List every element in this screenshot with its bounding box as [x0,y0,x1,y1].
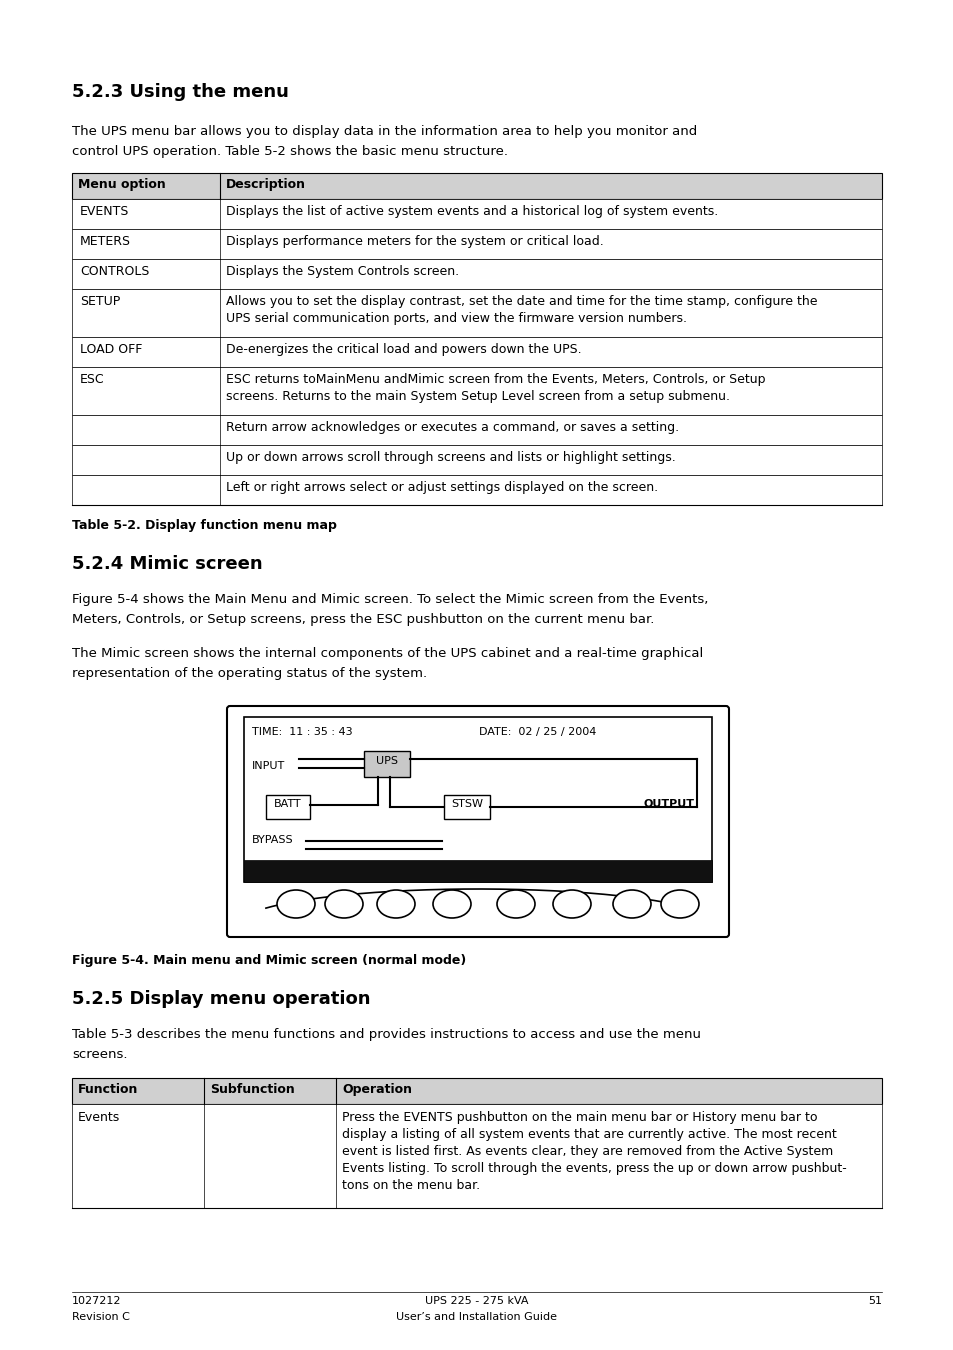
Text: Displays performance meters for the system or critical load.: Displays performance meters for the syst… [226,235,603,248]
Bar [71,289,882,338]
Text: control UPS operation. Table 5-2 shows the basic menu structure.: control UPS operation. Table 5-2 shows t… [71,144,507,158]
Text: Menu option: Menu option [78,178,166,190]
Ellipse shape [433,890,471,918]
Text: BYPASS: BYPASS [252,836,294,845]
Text: SETUP: SETUP [80,296,120,308]
Text: Description: Description [226,178,306,190]
Text: Meters, Controls, or Setup screens, press the ESC pushbutton on the current menu: Meters, Controls, or Setup screens, pres… [71,613,654,626]
Text: LOAD OFF: LOAD OFF [80,343,142,356]
Text: METERS: METERS [80,235,131,248]
Text: tons on the menu bar.: tons on the menu bar. [341,1179,479,1192]
Text: LOAD OFF: LOAD OFF [578,865,630,876]
FancyBboxPatch shape [227,706,728,937]
Text: SETUP: SETUP [501,865,535,876]
Text: OUTPUT: OUTPUT [643,799,695,809]
Text: Press the EVENTS pushbutton on the main menu bar or History menu bar to: Press the EVENTS pushbutton on the main … [341,1111,817,1125]
Bar [71,367,882,414]
Text: Operation: Operation [341,1083,412,1096]
Text: Allows you to set the display contrast, set the date and time for the time stamp: Allows you to set the display contrast, … [226,296,817,308]
Text: Events listing. To scroll through the events, press the up or down arrow pushbut: Events listing. To scroll through the ev… [341,1162,846,1174]
Text: The UPS menu bar allows you to display data in the information area to help you : The UPS menu bar allows you to display d… [71,126,697,138]
Bar [71,338,882,367]
Ellipse shape [660,890,699,918]
Bar [266,795,310,819]
Text: TIME:  11 : 35 : 43: TIME: 11 : 35 : 43 [252,728,353,737]
Text: 1027212: 1027212 [71,1296,121,1305]
Text: DATE:  02 / 25 / 2004: DATE: 02 / 25 / 2004 [478,728,596,737]
Bar [244,860,711,882]
Bar [71,446,882,475]
Text: 5.2.5 Display menu operation: 5.2.5 Display menu operation [71,990,370,1008]
Text: 5.2.3 Using the menu: 5.2.3 Using the menu [71,82,289,101]
Text: screens. Returns to the main System Setup Level screen from a setup submenu.: screens. Returns to the main System Setu… [226,390,729,404]
Text: event is listed first. As events clear, they are removed from the Active System: event is listed first. As events clear, … [341,1145,832,1158]
Bar [364,751,410,778]
Bar [71,414,882,446]
Text: The Mimic screen shows the internal components of the UPS cabinet and a real-tim: The Mimic screen shows the internal comp… [71,647,702,660]
Text: CONTROLS: CONTROLS [409,865,466,876]
Text: Displays the System Controls screen.: Displays the System Controls screen. [226,265,458,278]
Text: Figure 5-4 shows the Main Menu and Mimic screen. To select the Mimic screen from: Figure 5-4 shows the Main Menu and Mimic… [71,593,708,606]
Text: UPS: UPS [375,756,397,765]
Bar [71,1079,882,1104]
Text: CONTROLS: CONTROLS [80,265,150,278]
Text: BATT: BATT [274,799,301,809]
Text: ESC returns toMainMenu andMimic screen from the Events, Meters, Controls, or Set: ESC returns toMainMenu andMimic screen f… [226,373,764,386]
Ellipse shape [613,890,650,918]
Bar [71,230,882,259]
Text: Return arrow acknowledges or executes a command, or saves a setting.: Return arrow acknowledges or executes a … [226,421,679,433]
Text: UPS 225 - 275 kVA: UPS 225 - 275 kVA [425,1296,528,1305]
Text: Events: Events [78,1111,120,1125]
Text: display a listing of all system events that are currently active. The most recen: display a listing of all system events t… [341,1129,836,1141]
Bar [71,1104,882,1208]
Text: Subfunction: Subfunction [210,1083,294,1096]
Bar [71,173,882,198]
Text: Function: Function [78,1083,138,1096]
Text: Left or right arrows select or adjust settings displayed on the screen.: Left or right arrows select or adjust se… [226,481,658,494]
Text: ESC: ESC [80,373,105,386]
Text: 51: 51 [867,1296,882,1305]
Bar [71,259,882,289]
Text: De-energizes the critical load and powers down the UPS.: De-energizes the critical load and power… [226,343,581,356]
Text: STSW: STSW [451,799,482,809]
Bar [443,795,490,819]
Text: User’s and Installation Guide: User’s and Installation Guide [396,1312,557,1322]
Text: Revision C: Revision C [71,1312,130,1322]
Bar [71,198,882,230]
Text: representation of the operating status of the system.: representation of the operating status o… [71,667,427,680]
Text: Table 5-2. Display function menu map: Table 5-2. Display function menu map [71,518,336,532]
Text: Figure 5-4. Main menu and Mimic screen (normal mode): Figure 5-4. Main menu and Mimic screen (… [71,954,466,967]
Text: EVENTS: EVENTS [80,205,130,217]
Text: EVENTS: EVENTS [253,865,294,876]
Ellipse shape [376,890,415,918]
Text: METERS: METERS [326,865,368,876]
Bar [71,475,882,505]
Text: Displays the list of active system events and a historical log of system events.: Displays the list of active system event… [226,205,718,217]
Ellipse shape [497,890,535,918]
Text: 5.2.4 Mimic screen: 5.2.4 Mimic screen [71,555,262,572]
Text: screens.: screens. [71,1048,128,1061]
Ellipse shape [325,890,363,918]
Ellipse shape [553,890,590,918]
Text: INPUT: INPUT [252,761,285,771]
Text: UPS serial communication ports, and view the firmware version numbers.: UPS serial communication ports, and view… [226,312,686,325]
Text: Up or down arrows scroll through screens and lists or highlight settings.: Up or down arrows scroll through screens… [226,451,675,464]
Ellipse shape [276,890,314,918]
Bar [244,717,711,882]
Text: Table 5-3 describes the menu functions and provides instructions to access and u: Table 5-3 describes the menu functions a… [71,1027,700,1041]
